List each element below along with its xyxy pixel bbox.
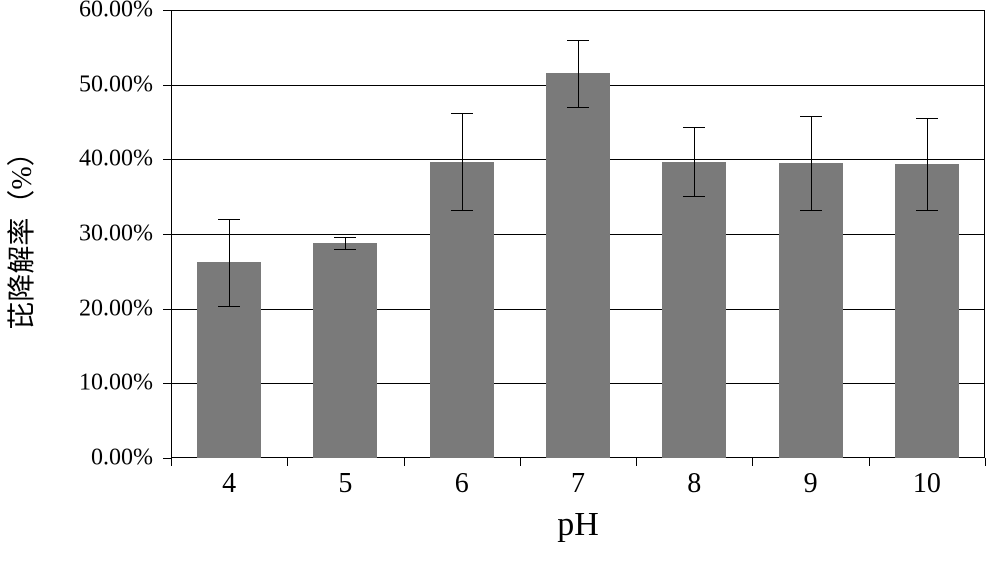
errorbar-cap	[218, 306, 240, 307]
x-tick-mark	[287, 458, 288, 466]
x-tick-label: 6	[455, 468, 469, 500]
errorbar-cap	[683, 196, 705, 197]
bar	[546, 73, 610, 458]
errorbar-cap	[334, 249, 356, 250]
x-tick-mark	[404, 458, 405, 466]
y-tick-mark	[163, 159, 171, 160]
y-tick-mark	[163, 10, 171, 11]
errorbar-cap	[567, 107, 589, 108]
y-tick-mark	[163, 234, 171, 235]
y-tick-mark	[163, 309, 171, 310]
y-tick-label: 0.00%	[0, 445, 153, 472]
chart-figure: 芘降解率（%） pH 0.00%10.00%20.00%30.00%40.00%…	[0, 0, 1000, 564]
y-tick-label: 20.00%	[0, 295, 153, 322]
y-tick-mark	[163, 383, 171, 384]
bar	[662, 162, 726, 458]
errorbar-cap	[451, 210, 473, 211]
x-tick-mark	[985, 458, 986, 466]
y-tick-label: 10.00%	[0, 370, 153, 397]
x-tick-label: 5	[338, 468, 352, 500]
y-tick-mark	[163, 85, 171, 86]
errorbar-line	[578, 40, 579, 107]
y-tick-label: 50.00%	[0, 71, 153, 98]
x-tick-label: 4	[222, 468, 236, 500]
x-tick-mark	[869, 458, 870, 466]
errorbar-cap	[800, 116, 822, 117]
x-tick-label: 7	[571, 468, 585, 500]
y-tick-label: 60.00%	[0, 0, 153, 24]
x-tick-mark	[636, 458, 637, 466]
errorbar-cap	[218, 219, 240, 220]
errorbar-cap	[567, 40, 589, 41]
errorbar-cap	[683, 127, 705, 128]
errorbar-cap	[916, 210, 938, 211]
errorbar-line	[345, 237, 346, 249]
errorbar-cap	[916, 118, 938, 119]
y-tick-label: 40.00%	[0, 146, 153, 173]
x-tick-label: 10	[913, 468, 941, 500]
errorbar-line	[229, 219, 230, 306]
errorbar-line	[811, 116, 812, 210]
errorbar-line	[462, 113, 463, 210]
x-tick-label: 8	[687, 468, 701, 500]
errorbar-line	[694, 127, 695, 196]
x-tick-label: 9	[804, 468, 818, 500]
errorbar-line	[927, 118, 928, 211]
errorbar-cap	[334, 237, 356, 238]
x-tick-mark	[171, 458, 172, 466]
x-tick-mark	[752, 458, 753, 466]
errorbar-cap	[451, 113, 473, 114]
bar	[313, 243, 377, 458]
y-tick-label: 30.00%	[0, 221, 153, 248]
x-axis-title: pH	[557, 506, 599, 544]
y-tick-mark	[163, 458, 171, 459]
x-tick-mark	[520, 458, 521, 466]
errorbar-cap	[800, 210, 822, 211]
